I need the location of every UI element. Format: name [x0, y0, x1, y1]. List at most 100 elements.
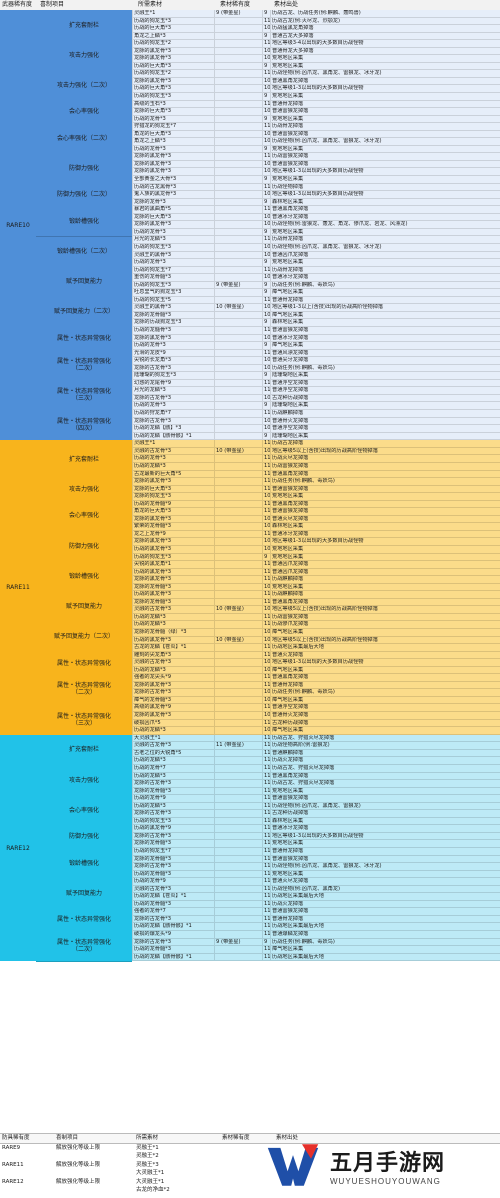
source-cell: 普通骨龙掉落 — [270, 915, 500, 923]
material-rarity-note-cell — [214, 931, 262, 938]
material-cell: 龙脉的黑龙骨*3 — [132, 160, 214, 168]
table-row: 历战的龙骨*3 9 陆珊瑚地区采集 — [132, 402, 500, 410]
material-rarity-note-cell — [214, 100, 262, 108]
material-rarity-note-cell — [214, 757, 262, 764]
source-cell: 地区等级1-3以出现的大多数目历战怪物 — [270, 659, 500, 666]
upgrade-item-label: 锻龄槽强化 — [36, 848, 132, 880]
upgrade-item-label: 赋予回复能力（二次） — [36, 621, 132, 653]
table-row: 历战的狩龙角*7 11 历战麒麟掉落 — [132, 409, 500, 418]
rarity-cell: 10 — [262, 629, 270, 636]
material-cell: 龙脉的古龙骨*3 — [132, 417, 214, 425]
material-rarity-note-cell — [214, 817, 262, 825]
source-cell: 普通骨火龙掉落 — [270, 712, 500, 719]
rarity-cell: 11 — [262, 17, 270, 25]
table-row: 高级的黑龙骨*9 11 普通浮空龙掉落 — [132, 704, 500, 713]
material-cell: 龙脉的黑龙骨*3 — [132, 681, 214, 689]
material-rarity-note-cell — [214, 546, 262, 553]
material-cell: 历战的狗龙玉*3 — [132, 553, 214, 561]
rarity-cell: 9 — [262, 938, 270, 946]
source-cell: 普通黑角龙掉落 — [270, 500, 500, 508]
table-row: 历战的古龙黑骨*3 11 历战怪物掉落 — [132, 183, 500, 192]
material-cell: 历战的巨大角*3 — [132, 25, 214, 32]
material-cell: 古龙的龙鳞【苍炎】*1 — [132, 644, 214, 651]
table-row: 月光的龙鳞*3 11 普通浮空龙掉落 — [132, 387, 500, 395]
header-source: 素材出处 — [274, 1, 299, 8]
armor-material-cell: 灵融王*1 — [136, 1144, 159, 1151]
source-cell: 普通古龙大多掉落 — [270, 32, 500, 40]
material-rarity-note-cell — [214, 855, 262, 863]
material-rarity-note-cell — [214, 85, 262, 93]
material-cell: 历战的龙鳞*3 — [132, 621, 214, 629]
rarity-cell: 11 — [262, 915, 270, 923]
table-row: 龙脉的龙骨髓*3 10 瘴气地区采集 — [132, 311, 500, 320]
material-cell: 龙脉的龙骨*3 — [132, 198, 214, 206]
table-row: 历战的龙鳞*3 10 瘴气地区采集 — [132, 666, 500, 675]
table-row: 尖锐的黑龙角*1 11 普通凶爪龙掉落 — [132, 561, 500, 569]
material-cell: 角龙的巨大角*3 — [132, 508, 214, 515]
material-cell: 历战的狗龙玉*3 — [132, 93, 214, 100]
rarity-cell: 11 — [262, 931, 270, 938]
material-cell: 龙脉的古龙骨*3 — [132, 938, 214, 946]
source-cell: 历战麒麟掉落 — [270, 591, 500, 598]
table-row: 龙脉的古龙骨*3 10 普通骨火龙掉落 — [132, 417, 500, 426]
rarity-cell: 10 — [262, 77, 270, 85]
upgrade-item-label: 扩充套耐栏 — [36, 734, 132, 766]
table-row: 历战的巨大角*3 10 历战猛黑龙角掉落 — [132, 25, 500, 33]
table-row: 历战的黑龙骨*9 11 普通冰牙龙掉落 — [132, 825, 500, 833]
material-cell: 破损凶爪*5 — [132, 719, 214, 727]
rarity-cell: 11 — [262, 183, 270, 191]
table-row: 灵融的古龙骨*3 10 (带金星) 10 地区等级5以上(含技)出现的历战高阶怪物掉落 — [132, 606, 500, 614]
table-row: 历战的龙骨*3 9 荒地地区采集 — [132, 145, 500, 154]
source-cell: 历战怪物(例:凶爪龙、黑角龙、雷狼龙、冰牙龙) — [270, 138, 500, 145]
rarity-cell: 9 — [262, 372, 270, 379]
material-rarity-note-cell — [214, 311, 262, 319]
material-cell: 历战的龙骨*3 — [132, 342, 214, 349]
material-rarity-note-cell: 9 (带金星) — [214, 10, 262, 17]
rarity-cell: 11 — [262, 772, 270, 780]
armor-header: 防具稀有度 喜制项目 所需素材 素材稀有度 素材出处 — [0, 1133, 500, 1144]
material-rarity-note-cell — [214, 659, 262, 666]
rarity-cell: 11 — [262, 651, 270, 659]
table-row: 龙脉的龙骨髓（绿）*3 10 瘴气地区采集 — [132, 629, 500, 637]
material-cell: 龙脉的狗龙玉*3 — [132, 493, 214, 500]
material-cell: 龙脉的巨大角*3 — [132, 108, 214, 115]
upgrade-item-label: 赋予回复能力 — [36, 266, 132, 298]
table-row: 历战的狗龙玉*5 11 普通骨龙掉落 — [132, 296, 500, 305]
source-cell: 陆珊瑚地区采集 — [270, 432, 500, 440]
table-row: 古老之位的大锐角*5 11 普通麒麟掉落 — [132, 749, 500, 758]
material-cell: 历战的黑龙骨*9 — [132, 825, 214, 832]
material-rarity-note-cell — [214, 500, 262, 508]
rarity-cell: 11 — [262, 387, 270, 394]
table-row: 历战的狗龙玉*3 9 (带金星) 9 历战任务(例:麒麟、毒妖鸟) — [132, 281, 500, 290]
source-cell: 历战任务(例:麒麟、毒妖鸟) — [270, 689, 500, 696]
material-rarity-note-cell — [214, 613, 262, 621]
material-rarity-note-cell — [214, 266, 262, 274]
source-cell: 瘴气地区采集 — [270, 342, 500, 349]
table-row: 大灵融王*1 11 历战古龙、狩猎灭尽龙掉落 — [132, 734, 500, 743]
table-row: 历战的狗龙玉*3 11 历战古龙(例:灭尽龙、烈颚龙) — [132, 17, 500, 26]
table-row: 历战的龙鳞*3 11 历战怪物(例:凶爪龙、黑角龙、雷狼龙) — [132, 802, 500, 811]
source-cell: 普通雷狼龙掉落 — [270, 130, 500, 138]
table-row: 鬼人族的黑龙骨*3 10 地区等级1-3以出现的大多数目历战怪物 — [132, 191, 500, 199]
rarity-cell: 10 — [262, 25, 270, 32]
material-rarity-note-cell — [214, 681, 262, 689]
material-rarity-note-cell — [214, 900, 262, 908]
source-cell: 普通冰牙龙掉落 — [270, 530, 500, 538]
table-row: 历战的黑龙骨*3 10 荒地地区采集 — [132, 546, 500, 554]
material-cell: 历战的龙髓骨*3 — [132, 326, 214, 334]
rarity-cell: 11 — [262, 591, 270, 598]
table-row: 龙脉的龙骨髓*3 11 普通黑角龙掉落 — [132, 598, 500, 607]
material-rarity-note-cell — [214, 334, 262, 342]
table-row: 历战的龙鳞【骸骨骸】*1 9 陆珊瑚地区采集 — [132, 432, 500, 441]
material-cell: 历战的龙鳞*3 — [132, 462, 214, 470]
table-row: 破损的爆龙头*9 11 普通爆鳞龙掉落 — [132, 931, 500, 939]
rarity-cell: 10 — [262, 636, 270, 644]
material-cell: 灵融王的黑骨*3 — [132, 251, 214, 259]
armor-header-material: 所需素材 — [136, 1135, 159, 1141]
source-cell: 瘴气地区采集 — [270, 289, 500, 296]
source-cell: 历战古龙、狩猎灭尽龙掉落 — [270, 734, 500, 742]
material-cell: 龙脉的黑龙骨*3 — [132, 478, 214, 485]
source-cell: 普通黑角龙掉落 — [270, 598, 500, 606]
material-rarity-note-cell — [214, 470, 262, 478]
upgrade-item-label: 属性・状态异常强化 （四次） — [36, 410, 132, 442]
